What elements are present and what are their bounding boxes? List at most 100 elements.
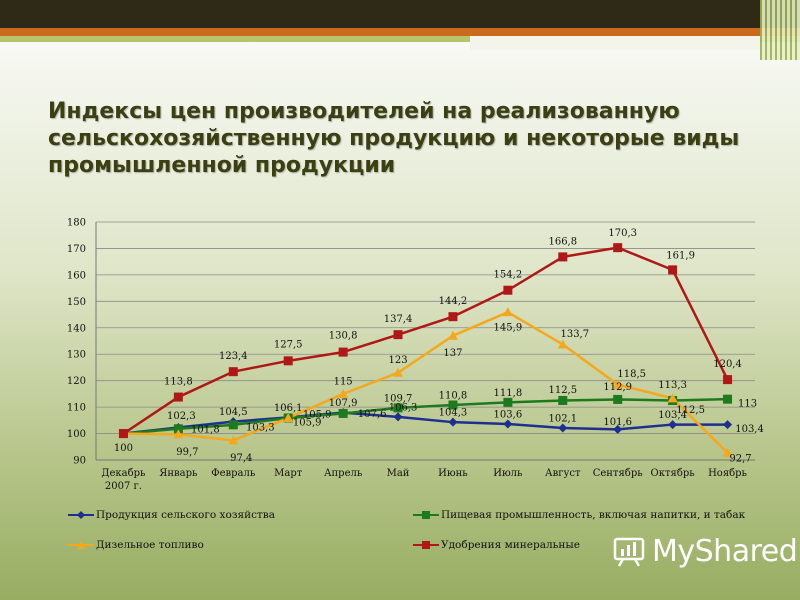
data-label-agri: 106,3 <box>389 402 418 413</box>
legend-item-fert: Удобрения минеральные <box>413 539 580 551</box>
data-label-agri: 101,6 <box>603 417 632 428</box>
data-label-diesel: 145,9 <box>494 323 523 334</box>
marker-fert <box>723 375 733 385</box>
y-tick-label: 90 <box>73 456 86 467</box>
data-label-food: 110,8 <box>439 390 468 401</box>
marker-food <box>448 400 458 410</box>
marker-food <box>723 394 733 404</box>
legend-label-fert: Удобрения минеральные <box>441 539 580 551</box>
y-tick-label: 160 <box>67 270 86 281</box>
marker-fert <box>228 367 238 377</box>
header-band <box>470 36 760 50</box>
legend-marker-food <box>413 511 439 519</box>
data-label-food: 112,9 <box>603 382 632 393</box>
marker-diesel <box>338 388 349 398</box>
marker-agri <box>723 420 733 430</box>
marker-food <box>393 403 403 413</box>
marker-fert <box>393 330 403 340</box>
data-label-diesel: 133,7 <box>560 329 589 340</box>
data-label-fert: 113,8 <box>164 377 193 388</box>
legend-marker-agri <box>68 511 94 519</box>
data-label-fert: 127,5 <box>274 339 303 350</box>
data-label-food: 111,8 <box>494 388 523 399</box>
data-label-diesel: 99,7 <box>176 447 198 458</box>
presentation-board-icon <box>613 537 645 567</box>
marker-diesel <box>228 435 239 445</box>
marker-diesel <box>667 393 678 403</box>
data-label-fert: 166,8 <box>548 236 577 247</box>
y-tick-label: 120 <box>67 376 86 387</box>
data-label-diesel: 118,5 <box>617 369 646 380</box>
marker-fert <box>173 392 183 402</box>
x-tick-label: Декабрь 2007 г. <box>101 468 146 492</box>
data-label-agri: 103,4 <box>658 410 687 421</box>
marker-fert <box>668 265 678 275</box>
legend-item-food: Пищевая промышленность, включая напитки,… <box>413 509 745 521</box>
data-label-fert: 144,2 <box>439 296 468 307</box>
legend-item-agri: Продукция сельского хозяйства <box>68 509 275 521</box>
brand-watermark: MyShared <box>612 534 798 569</box>
data-label-fert: 120,4 <box>713 359 742 370</box>
data-label-agri: 103,4 <box>735 424 764 435</box>
marker-fert <box>118 429 128 439</box>
data-label-agri: 107,9 <box>329 398 358 409</box>
y-tick-label: 130 <box>67 350 86 361</box>
marker-food <box>613 394 623 404</box>
series-line-agri <box>123 411 728 435</box>
x-tick-label: Август <box>545 468 581 479</box>
data-label-food: 112,5 <box>676 405 705 416</box>
marker-diesel <box>447 330 458 340</box>
y-tick-label: 110 <box>67 403 86 414</box>
marker-agri <box>448 417 458 427</box>
y-tick-label: 100 <box>67 429 86 440</box>
decorative-lines <box>760 0 800 60</box>
marker-agri <box>613 424 623 434</box>
x-tick-label: Апрель <box>324 468 363 479</box>
series-line-food <box>123 397 728 435</box>
data-label-agri: 104,3 <box>439 408 468 419</box>
legend-label-agri: Продукция сельского хозяйства <box>96 509 275 521</box>
marker-diesel <box>722 447 733 457</box>
marker-fert <box>338 347 348 357</box>
x-axis: Декабрь 2007 г. Январь Февраль Март Апрель Май… <box>96 459 755 492</box>
data-label-food: 101,8 <box>191 424 220 435</box>
marker-fert <box>558 252 568 262</box>
marker-fert <box>448 312 458 322</box>
data-label-diesel: 113,3 <box>658 380 687 391</box>
data-label-diesel: 123 <box>388 355 407 366</box>
y-tick-label: 140 <box>67 323 86 334</box>
data-label-diesel: 115 <box>334 376 353 387</box>
data-label-agri: 106,1 <box>274 403 303 414</box>
top-bar <box>0 0 800 28</box>
marker-diesel <box>612 379 623 389</box>
marker-fert <box>503 285 513 295</box>
brand-text: MyShared <box>652 534 798 569</box>
legend-item-diesel: Дизельное топливо <box>68 539 204 551</box>
data-labels: 100 102,3 104,5 106,1 107,9 106,3 104,3 103,6 10… <box>114 228 764 464</box>
y-tick-label: 180 <box>67 218 86 229</box>
marker-food <box>503 397 513 407</box>
data-label-fert: 137,4 <box>384 314 413 325</box>
data-label-fert: 123,4 <box>219 351 248 362</box>
data-label-fert: 130,8 <box>329 331 358 342</box>
series-lines <box>122 246 729 454</box>
marker-diesel <box>393 367 404 377</box>
series-markers <box>118 243 733 457</box>
data-label-food: 112,5 <box>548 385 577 396</box>
legend-label-diesel: Дизельное топливо <box>96 539 204 551</box>
data-label-diesel: 137 <box>443 348 462 359</box>
x-tick-label: Октябрь <box>651 468 696 479</box>
series-line-diesel <box>123 310 729 454</box>
data-label-fert: 154,2 <box>494 270 523 281</box>
marker-food <box>558 396 568 405</box>
x-tick-label: Ноябрь <box>708 468 747 479</box>
marker-food <box>173 424 183 434</box>
marker-agri <box>393 412 403 422</box>
series-line-fert <box>122 246 729 435</box>
marker-diesel <box>557 339 568 349</box>
data-label-diesel: 92,7 <box>729 453 751 464</box>
marker-food <box>338 408 348 418</box>
marker-diesel <box>283 412 294 422</box>
data-label-fert: 170,3 <box>608 228 637 239</box>
